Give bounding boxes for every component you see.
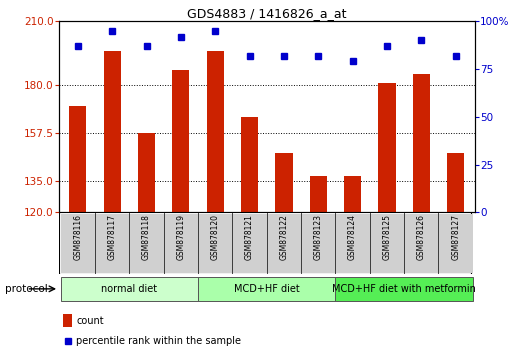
Bar [63, 314, 72, 327]
Text: GSM878125: GSM878125 [383, 214, 391, 260]
Bar [61, 214, 95, 273]
Bar [336, 214, 370, 273]
Bar [413, 74, 430, 212]
Text: GSM878121: GSM878121 [245, 214, 254, 260]
Bar [69, 106, 87, 212]
Text: GSM878119: GSM878119 [176, 214, 185, 260]
Text: normal diet: normal diet [102, 284, 157, 294]
Text: protocol: protocol [5, 284, 48, 294]
Bar [172, 70, 189, 212]
Bar [447, 153, 464, 212]
Bar [138, 133, 155, 212]
Bar [232, 214, 267, 273]
Bar [301, 214, 336, 273]
Bar [207, 51, 224, 212]
Bar [164, 214, 198, 273]
Bar [198, 278, 336, 301]
Text: GSM878126: GSM878126 [417, 214, 426, 260]
Text: MCD+HF diet: MCD+HF diet [234, 284, 300, 294]
Bar [198, 214, 232, 273]
Bar [379, 83, 396, 212]
Bar [267, 214, 301, 273]
Text: percentile rank within the sample: percentile rank within the sample [76, 336, 242, 346]
Bar [404, 214, 439, 273]
Text: GSM878124: GSM878124 [348, 214, 357, 260]
Text: GSM878116: GSM878116 [73, 214, 83, 260]
Bar [344, 176, 361, 212]
Text: MCD+HF diet with metformin: MCD+HF diet with metformin [332, 284, 476, 294]
Text: GSM878123: GSM878123 [314, 214, 323, 260]
Text: GSM878117: GSM878117 [108, 214, 117, 260]
Text: GSM878127: GSM878127 [451, 214, 460, 260]
Bar [61, 278, 198, 301]
Bar [275, 153, 292, 212]
Bar [439, 214, 473, 273]
Text: GSM878122: GSM878122 [280, 214, 288, 260]
Text: GSM878118: GSM878118 [142, 214, 151, 260]
Bar [370, 214, 404, 273]
Title: GDS4883 / 1416826_a_at: GDS4883 / 1416826_a_at [187, 7, 346, 20]
Text: count: count [76, 316, 104, 326]
Text: GSM878120: GSM878120 [211, 214, 220, 260]
Bar [310, 176, 327, 212]
Bar [129, 214, 164, 273]
Bar [95, 214, 129, 273]
Bar [241, 117, 258, 212]
Bar [336, 278, 473, 301]
Bar [104, 51, 121, 212]
